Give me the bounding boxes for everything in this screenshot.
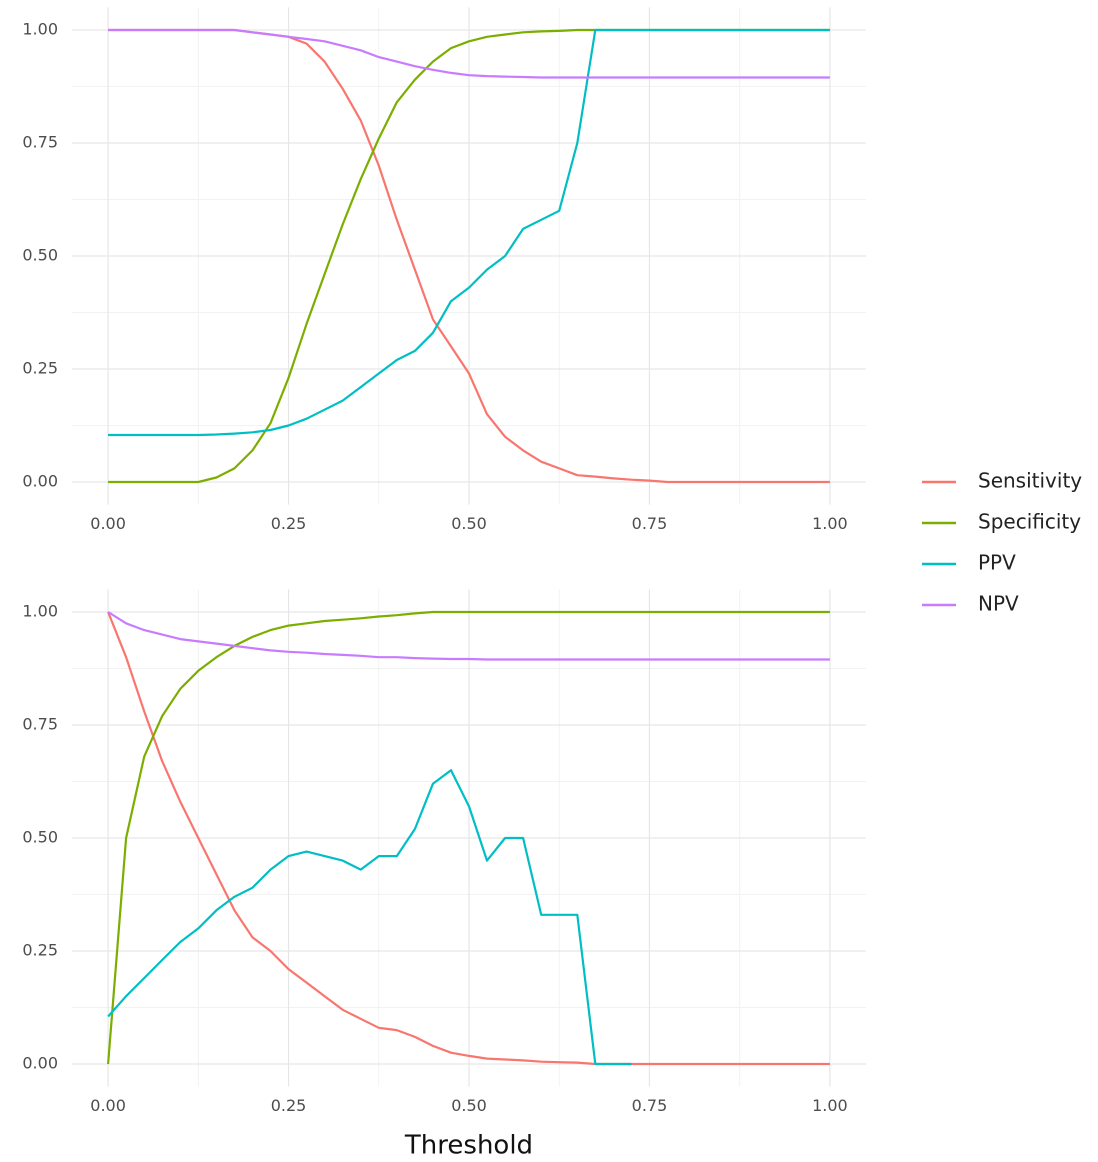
x-tick-label: 0.50 bbox=[451, 514, 487, 533]
y-tick-label: 0.50 bbox=[22, 246, 58, 265]
legend-label: NPV bbox=[978, 592, 1019, 616]
series-line bbox=[108, 28, 830, 79]
series-line bbox=[107, 611, 830, 1066]
y-tick-label: 0.75 bbox=[22, 133, 58, 152]
y-tick-label: 0.25 bbox=[22, 359, 58, 378]
series-line bbox=[107, 769, 632, 1066]
x-tick-label: 0.25 bbox=[271, 514, 307, 533]
x-tick-label: 1.00 bbox=[812, 514, 848, 533]
x-tick-label: 0.25 bbox=[271, 1096, 307, 1115]
series-line bbox=[107, 610, 830, 1065]
y-tick-label: 1.00 bbox=[22, 20, 58, 39]
legend-label: Specificity bbox=[978, 510, 1081, 534]
x-tick-label: 0.00 bbox=[90, 1096, 126, 1115]
y-tick-label: 0.50 bbox=[22, 828, 58, 847]
x-tick-label: 0.75 bbox=[632, 514, 668, 533]
x-tick-label: 0.50 bbox=[451, 1096, 487, 1115]
legend-label: PPV bbox=[978, 551, 1016, 575]
y-tick-label: 0.00 bbox=[22, 472, 58, 491]
series-line bbox=[107, 611, 830, 661]
y-tick-label: 0.00 bbox=[22, 1054, 58, 1073]
x-tick-label: 0.00 bbox=[90, 514, 126, 533]
y-tick-label: 0.75 bbox=[22, 715, 58, 734]
x-axis-title: Threshold bbox=[404, 1131, 533, 1161]
series-line bbox=[108, 28, 830, 437]
x-tick-label: 1.00 bbox=[812, 1096, 848, 1115]
x-tick-label: 0.75 bbox=[632, 1096, 668, 1115]
legend-label: Sensitivity bbox=[978, 469, 1082, 493]
y-tick-label: 0.25 bbox=[22, 941, 58, 960]
y-tick-label: 1.00 bbox=[22, 602, 58, 621]
